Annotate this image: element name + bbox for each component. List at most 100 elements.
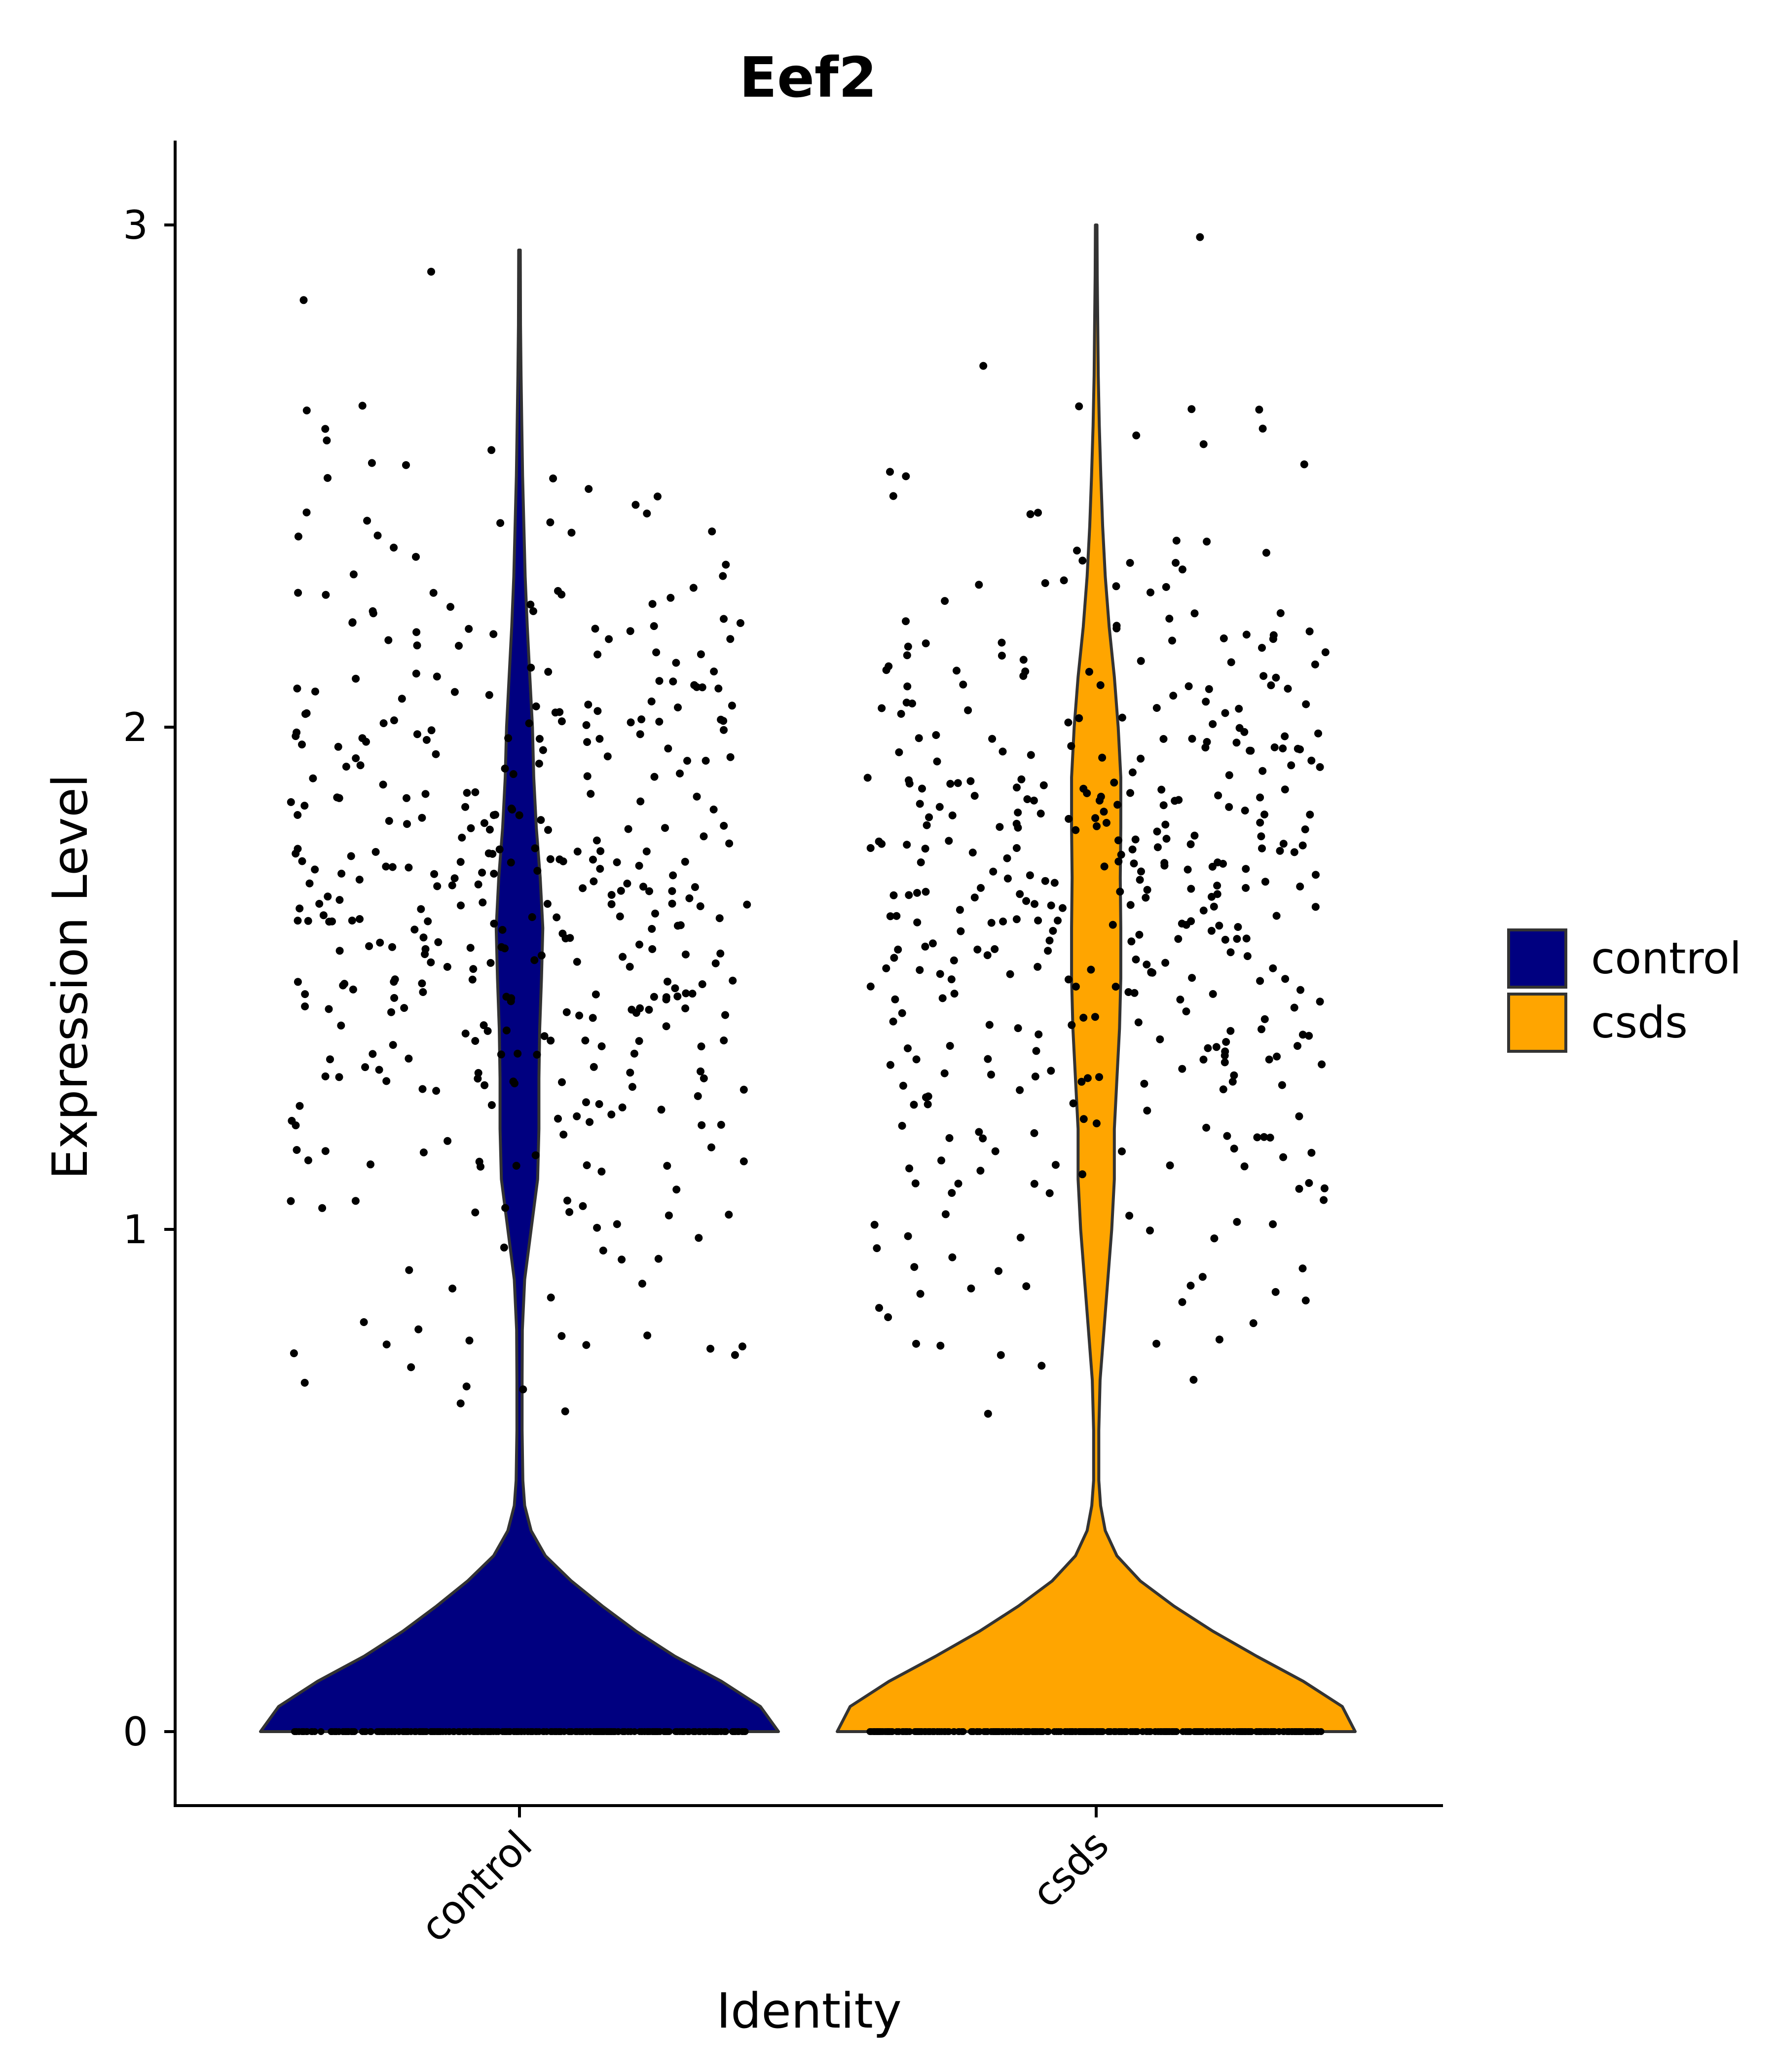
data-point — [938, 1728, 945, 1735]
data-point — [583, 772, 592, 780]
data-point — [720, 821, 728, 830]
data-point — [349, 985, 357, 994]
data-point — [1161, 820, 1170, 829]
data-point — [945, 837, 953, 845]
data-point — [544, 826, 552, 834]
data-point — [719, 572, 727, 580]
data-point — [1022, 897, 1031, 905]
data-point — [916, 800, 924, 808]
data-point — [1034, 509, 1042, 517]
data-point — [711, 959, 720, 967]
data-point — [390, 994, 399, 1002]
data-point — [922, 639, 930, 648]
data-point — [970, 893, 979, 902]
data-point — [325, 1005, 333, 1013]
data-point — [1144, 1728, 1151, 1735]
data-point — [403, 794, 410, 802]
data-point — [1034, 916, 1042, 925]
data-point — [1258, 844, 1266, 852]
data-point — [922, 888, 930, 896]
data-point — [300, 802, 309, 810]
data-point — [567, 528, 576, 537]
data-point — [930, 1728, 938, 1735]
data-point — [1148, 968, 1156, 977]
jitter-points — [287, 233, 1330, 1418]
data-point — [1112, 582, 1120, 591]
data-point — [298, 740, 306, 749]
data-point — [700, 832, 708, 841]
data-point — [607, 900, 616, 908]
data-point — [1152, 1339, 1161, 1348]
data-point — [1013, 783, 1021, 792]
data-point — [1175, 796, 1183, 804]
data-point — [1300, 460, 1308, 469]
data-point — [975, 581, 983, 589]
data-point — [456, 1399, 465, 1407]
data-point — [342, 763, 350, 771]
data-point — [1240, 1162, 1249, 1171]
data-point — [736, 619, 744, 627]
data-point — [489, 811, 498, 819]
data-point — [697, 1042, 705, 1051]
data-point — [734, 1728, 741, 1735]
data-point — [375, 1066, 383, 1074]
data-point — [1209, 720, 1217, 728]
data-point — [1100, 808, 1108, 816]
data-point — [592, 990, 600, 999]
data-point — [480, 819, 488, 827]
data-point — [509, 1077, 518, 1086]
data-point — [1110, 778, 1118, 787]
data-point — [1087, 965, 1095, 974]
data-point — [1075, 714, 1083, 722]
data-point — [932, 731, 940, 739]
data-point — [1226, 1027, 1235, 1035]
data-point — [988, 1728, 995, 1735]
data-point — [335, 947, 344, 955]
data-point — [1203, 738, 1211, 746]
data-point — [616, 912, 624, 921]
data-point — [884, 1313, 892, 1321]
data-point — [692, 1728, 699, 1735]
data-point — [1078, 556, 1087, 565]
y-axis-title: Expression Level — [42, 774, 99, 1180]
data-point — [983, 951, 992, 960]
data-point — [977, 884, 985, 892]
data-point — [653, 492, 662, 501]
data-point — [388, 943, 396, 951]
data-point — [356, 915, 364, 923]
data-point — [938, 994, 947, 1002]
data-point — [1298, 1031, 1307, 1039]
data-point — [349, 570, 358, 579]
data-point — [337, 1021, 345, 1030]
data-point — [418, 814, 426, 822]
data-point — [676, 1728, 684, 1735]
data-point — [362, 738, 370, 746]
data-point — [1258, 644, 1266, 652]
data-point — [639, 883, 647, 891]
data-point — [892, 912, 901, 920]
data-point — [912, 1339, 920, 1348]
data-point — [1019, 656, 1028, 664]
data-point — [1215, 922, 1223, 930]
data-point — [479, 898, 487, 907]
data-point — [702, 757, 710, 765]
data-point — [636, 1728, 643, 1735]
data-point — [866, 844, 875, 852]
y-tick-label: 3 — [123, 202, 148, 248]
data-point — [458, 833, 466, 842]
data-point — [910, 1101, 918, 1109]
data-point — [605, 635, 613, 643]
data-point — [1232, 739, 1241, 747]
data-point — [668, 899, 676, 908]
data-point — [663, 1728, 670, 1735]
data-point — [427, 958, 435, 966]
data-point — [1045, 936, 1054, 945]
data-point — [894, 945, 902, 954]
data-point — [1208, 892, 1216, 901]
y-tick-label: 1 — [123, 1207, 148, 1253]
data-point — [988, 735, 997, 743]
data-point — [287, 1197, 295, 1205]
data-point — [1051, 1161, 1060, 1169]
data-point — [1270, 743, 1279, 751]
data-point — [1095, 1073, 1103, 1081]
